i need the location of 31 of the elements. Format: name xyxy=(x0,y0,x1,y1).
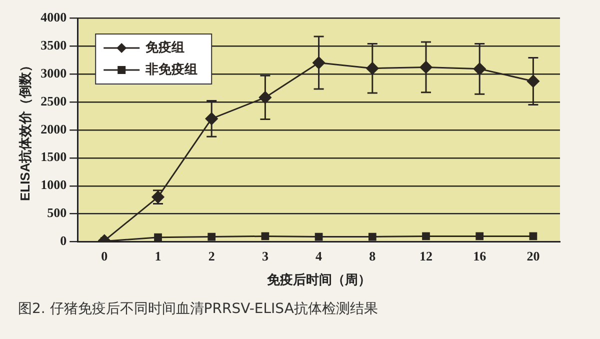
caption: 图2. 仔猪免疫后不同时间血清PRRSV-ELISA抗体检测结果 xyxy=(18,300,378,318)
x-tick-label: 16 xyxy=(473,248,487,264)
y-tick-label: 1500 xyxy=(40,149,67,164)
x-tick-label: 1 xyxy=(154,248,162,264)
y-tick-label: 500 xyxy=(47,205,67,220)
x-tick-label: 4 xyxy=(316,248,323,264)
x-tick-label: 0 xyxy=(101,248,108,264)
point xyxy=(476,232,484,240)
point xyxy=(261,232,270,240)
y-tick-label: 1000 xyxy=(40,177,67,192)
point xyxy=(208,232,216,241)
y-tick-label: 2500 xyxy=(40,93,67,108)
y-tick-label: 3000 xyxy=(40,65,67,80)
x-tick-label: 12 xyxy=(420,248,432,264)
y-tick-label: 2000 xyxy=(40,121,67,136)
x-axis-title: 免疫后时间（周） xyxy=(266,272,371,287)
y-tick-label: 4000 xyxy=(40,9,67,24)
x-tick-label: 3 xyxy=(262,248,269,264)
point xyxy=(368,232,376,241)
y-tick-label: 0 xyxy=(60,233,67,248)
x-tick-label: 8 xyxy=(369,248,376,264)
point xyxy=(529,232,538,240)
point xyxy=(422,232,430,240)
point xyxy=(314,232,323,241)
x-tick-label: 2 xyxy=(208,248,215,264)
legend-label: 免疫组 xyxy=(144,39,185,56)
y-tick-label: 3500 xyxy=(40,37,67,52)
legend-label: 非免疫组 xyxy=(144,61,198,78)
y-axis-title: ELISA抗体效价（倒数） xyxy=(17,58,32,202)
point xyxy=(154,233,162,242)
x-tick-label: 20 xyxy=(526,248,540,264)
